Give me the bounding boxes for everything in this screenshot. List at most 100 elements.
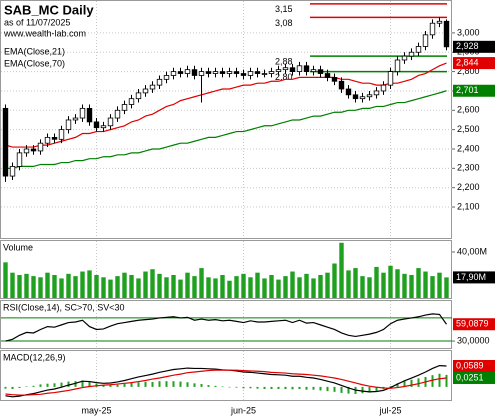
marker-label: 0,0251 [456,372,484,382]
volume-bar [297,277,302,298]
histogram-bar [200,384,203,387]
histogram-bar [403,381,406,387]
histogram-bar [109,385,112,387]
histogram-bar [207,385,210,387]
volume-bar [164,277,169,298]
histogram-bar [186,382,189,387]
candle-body [380,84,387,92]
candle-body [366,94,373,98]
x-tick-label: jul-25 [378,405,401,415]
candle-body [37,142,44,152]
volume-bar [192,276,197,298]
volume-bar [157,273,162,298]
candle-body [135,92,142,100]
candle-body [114,109,121,119]
volume-bar [220,274,225,298]
volume-bar [178,279,183,298]
volume-bar [87,270,92,298]
marker-label: 59,0879 [456,319,489,329]
histogram-bar [284,386,287,390]
candle-body [205,71,212,74]
histogram-bar [312,386,315,390]
histogram-bar [46,383,49,387]
histogram-bar [340,386,343,393]
histogram-bar [375,386,378,392]
level-label: 2,80 [275,72,293,82]
volume-bar [248,277,253,298]
histogram-bar [431,375,434,387]
candle-body [240,73,247,76]
candle-body [275,69,282,72]
histogram-bar [214,385,217,387]
candle-body [198,71,205,76]
source: www.wealth-lab.com [3,28,86,38]
ema-line [5,90,447,169]
histogram-bar [242,386,245,389]
candle-body [401,55,408,61]
volume-bar [234,276,239,298]
histogram-bar [193,383,196,387]
candle-body [226,71,233,74]
candle-body [177,71,184,74]
x-tick-label: may-25 [81,405,111,415]
volume-bar [381,272,386,298]
marker-box [453,84,495,97]
candle-body [317,69,324,74]
histogram-bar [445,374,448,387]
histogram-bar [81,380,84,387]
volume-bar [423,271,428,298]
volume-bar [367,277,372,298]
y-tick-label: 2,500 [457,124,480,134]
volume-bar [59,278,64,298]
candle-body [352,94,359,100]
candle-body [345,88,352,96]
histogram-bar [18,386,21,388]
volume-bar [115,276,120,298]
level-label: 3,08 [275,18,293,28]
volume-bar [108,279,113,298]
volume-bar [199,268,204,298]
candle-body [51,136,58,140]
candle-body [16,152,23,167]
y-tick-label: 40,00M [457,246,487,256]
histogram-bar [291,386,294,390]
candle-body [93,121,100,129]
y-tick-label: 2,100 [457,201,480,211]
y-tick-label: 2,300 [457,163,480,173]
histogram-bar [256,386,259,389]
volume-bar [395,269,400,298]
histogram-bar [368,386,371,393]
volume-bar [17,274,22,298]
volume-bar [353,268,358,298]
volume-bar [416,268,421,298]
legend-entry: EMA(Close,21) [4,46,65,56]
y-tick-label: 30,0000 [457,335,490,345]
candle-body [72,117,79,121]
marker-box [453,371,495,384]
candle-body [79,107,86,119]
histogram-bar [228,386,231,388]
volume-bar [73,276,78,298]
volume-bar [409,274,414,298]
volume-bar [129,274,134,298]
candle-body [359,96,366,100]
histogram-bar [137,382,140,387]
candle-body [212,71,219,74]
histogram-bar [123,384,126,387]
volume-bar [45,272,50,298]
volume-bar [10,272,15,298]
candle-body [324,73,331,78]
volume-bar [52,274,57,298]
histogram-bar [25,386,28,388]
histogram-bar [298,386,301,390]
panel-title: Volume [3,242,33,252]
volume-bar [255,272,260,298]
volume-bar [262,278,267,298]
level-label: 3,15 [275,4,293,14]
histogram-bar [263,386,266,390]
volume-bar [227,280,232,298]
volume-bar [24,273,29,298]
candle-body [30,148,37,152]
histogram-bar [60,382,63,387]
